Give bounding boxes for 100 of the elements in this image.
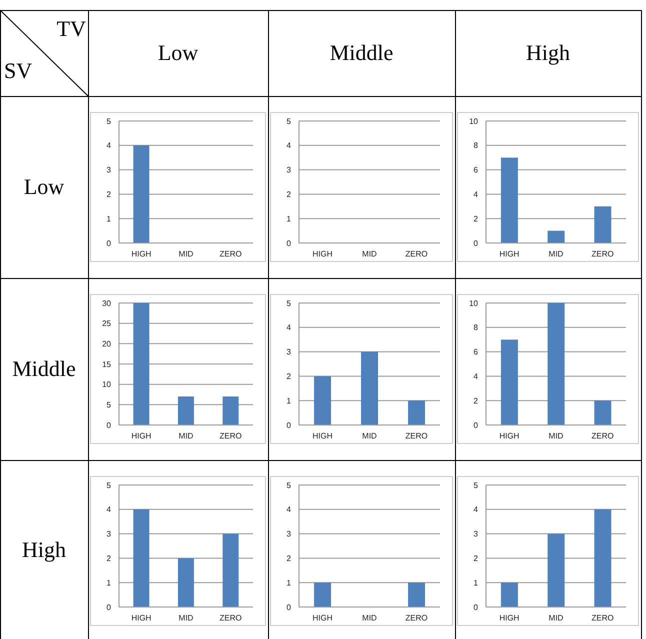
bar <box>361 352 378 425</box>
y-tick-label: 20 <box>102 340 112 349</box>
y-tick-label: 2 <box>106 190 112 200</box>
x-tick-label: ZERO <box>220 614 242 623</box>
x-tick-label: MID <box>178 432 194 441</box>
y-tick-label: 2 <box>474 554 479 564</box>
bar <box>594 206 612 243</box>
x-tick-label: MID <box>548 250 564 259</box>
y-tick-label: 0 <box>106 238 112 248</box>
x-tick-label: HIGH <box>499 432 520 441</box>
y-tick-label: 4 <box>106 141 112 150</box>
y-tick-label: 2 <box>286 372 292 382</box>
bar <box>222 534 239 607</box>
x-tick-label: ZERO <box>220 250 242 259</box>
x-tick-label: HIGH <box>131 432 152 441</box>
y-tick-label: 6 <box>474 166 479 175</box>
bar <box>594 509 612 607</box>
y-tick-label: 5 <box>106 116 112 126</box>
y-tick-label: 3 <box>474 530 479 539</box>
x-tick-label: ZERO <box>592 250 614 259</box>
bar <box>594 400 612 425</box>
y-tick-label: 4 <box>286 141 292 150</box>
x-tick-label: MID <box>362 250 378 259</box>
y-tick-label: 4 <box>474 505 479 514</box>
x-tick-label: HIGH <box>499 614 520 623</box>
text: Low <box>156 39 200 67</box>
y-tick-label: 5 <box>286 480 292 490</box>
y-tick-label: 15 <box>102 360 112 369</box>
x-tick-label: ZERO <box>405 432 428 441</box>
bar <box>548 303 565 425</box>
bar <box>500 340 518 425</box>
y-tick-label: 3 <box>286 530 292 539</box>
text: High <box>21 536 67 564</box>
y-tick-label: 2 <box>474 214 479 224</box>
text: SV <box>4 57 34 85</box>
y-tick-label: 0 <box>474 602 479 612</box>
y-tick-label: 3 <box>106 530 112 539</box>
y-tick-label: 4 <box>474 190 479 200</box>
y-tick-label: 1 <box>106 578 112 588</box>
y-tick-label: 25 <box>102 319 112 328</box>
text: High <box>525 39 571 67</box>
x-tick-label: MID <box>178 250 194 259</box>
y-tick-label: 3 <box>106 166 112 175</box>
y-tick-label: 0 <box>286 602 292 612</box>
x-tick-label: MID <box>178 614 194 623</box>
y-tick-label: 1 <box>106 214 112 224</box>
y-tick-label: 1 <box>286 214 292 224</box>
bar <box>178 558 194 607</box>
bar <box>500 158 518 243</box>
x-tick-label: ZERO <box>405 250 428 259</box>
x-tick-label: ZERO <box>405 614 428 623</box>
y-tick-label: 0 <box>106 420 112 430</box>
y-tick-label: 5 <box>474 480 479 490</box>
y-tick-label: 3 <box>286 166 292 175</box>
y-tick-label: 4 <box>286 323 292 332</box>
y-tick-label: 6 <box>474 348 479 357</box>
y-tick-label: 4 <box>474 372 479 382</box>
bar <box>548 534 565 607</box>
y-tick-label: 0 <box>474 420 479 430</box>
y-tick-label: 5 <box>106 480 112 490</box>
x-tick-label: MID <box>548 614 564 623</box>
y-tick-label: 5 <box>106 400 112 410</box>
y-tick-label: 2 <box>286 190 292 200</box>
x-tick-label: HIGH <box>312 432 333 441</box>
y-tick-label: 1 <box>286 396 292 406</box>
y-tick-label: 10 <box>469 116 479 126</box>
y-tick-label: 5 <box>286 298 292 308</box>
bar <box>548 230 565 243</box>
y-tick-label: 3 <box>286 348 292 357</box>
y-tick-label: 5 <box>286 116 292 126</box>
x-tick-label: HIGH <box>131 614 152 623</box>
y-tick-label: 0 <box>106 602 112 612</box>
bar <box>408 400 426 425</box>
x-tick-label: MID <box>548 432 564 441</box>
y-tick-label: 4 <box>286 505 292 514</box>
y-tick-label: 0 <box>286 238 292 248</box>
x-tick-label: HIGH <box>131 250 152 259</box>
bar <box>314 376 332 425</box>
y-tick-label: 0 <box>474 238 479 248</box>
y-tick-label: 2 <box>286 554 292 564</box>
text: TV <box>56 15 86 43</box>
x-tick-label: ZERO <box>592 614 614 623</box>
y-tick-label: 8 <box>474 323 479 332</box>
bar <box>500 582 518 607</box>
x-tick-label: ZERO <box>592 432 614 441</box>
x-tick-label: MID <box>362 614 378 623</box>
y-tick-label: 2 <box>474 396 479 406</box>
y-tick-label: 10 <box>469 298 479 308</box>
text: Middle <box>11 355 77 383</box>
bar <box>133 509 150 607</box>
y-tick-label: 10 <box>102 380 112 390</box>
y-tick-label: 4 <box>106 505 112 514</box>
x-tick-label: HIGH <box>312 614 333 623</box>
x-tick-label: ZERO <box>220 432 242 441</box>
x-tick-label: HIGH <box>312 250 333 259</box>
y-tick-label: 2 <box>106 554 112 564</box>
x-tick-label: HIGH <box>499 250 520 259</box>
y-tick-label: 0 <box>286 420 292 430</box>
y-tick-label: 1 <box>286 578 292 588</box>
y-tick-label: 30 <box>102 298 112 308</box>
